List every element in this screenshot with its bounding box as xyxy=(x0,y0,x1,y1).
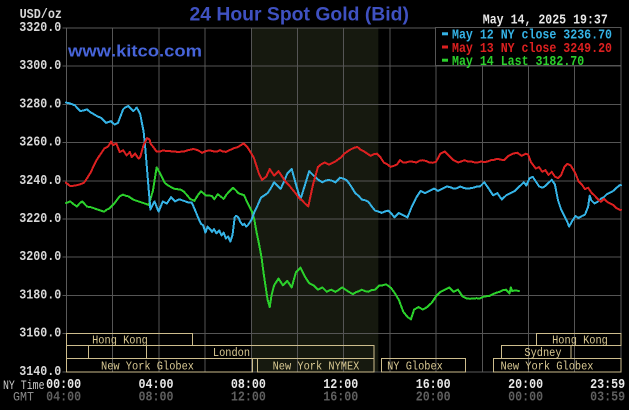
svg-text:3180.0: 3180.0 xyxy=(19,288,61,303)
svg-text:GMT: GMT xyxy=(13,390,34,404)
svg-text:23:59: 23:59 xyxy=(590,378,625,393)
svg-text:Hong Kong: Hong Kong xyxy=(552,335,608,348)
svg-text:New York Globex: New York Globex xyxy=(101,360,194,373)
svg-text:16:00: 16:00 xyxy=(323,391,358,406)
svg-text:16:00: 16:00 xyxy=(416,378,451,393)
svg-text:3240.0: 3240.0 xyxy=(19,174,61,189)
svg-text:3300.0: 3300.0 xyxy=(19,59,61,74)
svg-text:3140.0: 3140.0 xyxy=(19,365,61,380)
svg-text:3280.0: 3280.0 xyxy=(19,97,61,112)
svg-text:12:00: 12:00 xyxy=(323,378,358,393)
svg-text:00:00: 00:00 xyxy=(46,378,81,393)
svg-text:May 12 NY close 3236.70: May 12 NY close 3236.70 xyxy=(452,29,612,44)
svg-text:00:00: 00:00 xyxy=(508,391,543,406)
svg-text:04:00: 04:00 xyxy=(46,391,81,406)
svg-text:May 13 NY close 3249.20: May 13 NY close 3249.20 xyxy=(452,42,612,57)
svg-text:www.kitco.com: www.kitco.com xyxy=(67,42,202,61)
svg-text:May 14, 2025 19:37: May 14, 2025 19:37 xyxy=(483,14,608,29)
svg-text:NY Time: NY Time xyxy=(3,379,45,393)
svg-text:Hong Kong: Hong Kong xyxy=(92,335,148,348)
svg-text:12:00: 12:00 xyxy=(231,391,266,406)
svg-text:3160.0: 3160.0 xyxy=(19,327,61,342)
svg-text:NY Globex: NY Globex xyxy=(387,360,443,373)
svg-text:3320.0: 3320.0 xyxy=(19,21,61,36)
svg-text:London: London xyxy=(213,347,250,360)
svg-text:3260.0: 3260.0 xyxy=(19,136,61,151)
svg-text:New York Globex: New York Globex xyxy=(501,360,594,373)
svg-text:08:00: 08:00 xyxy=(139,391,174,406)
svg-text:Sydney: Sydney xyxy=(524,347,561,360)
svg-text:New York NYMEX: New York NYMEX xyxy=(273,360,360,373)
svg-text:May 14 Last 3182.70: May 14 Last 3182.70 xyxy=(452,55,584,70)
svg-text:03:59: 03:59 xyxy=(590,391,625,406)
svg-text:20:00: 20:00 xyxy=(508,378,543,393)
svg-text:20:00: 20:00 xyxy=(416,391,451,406)
svg-text:08:00: 08:00 xyxy=(231,378,266,393)
svg-text:3200.0: 3200.0 xyxy=(19,250,61,265)
svg-text:04:00: 04:00 xyxy=(139,378,174,393)
svg-text:3220.0: 3220.0 xyxy=(19,212,61,227)
svg-text:USD/oz: USD/oz xyxy=(20,8,62,23)
svg-text:24 Hour Spot Gold (Bid): 24 Hour Spot Gold (Bid) xyxy=(189,3,409,25)
